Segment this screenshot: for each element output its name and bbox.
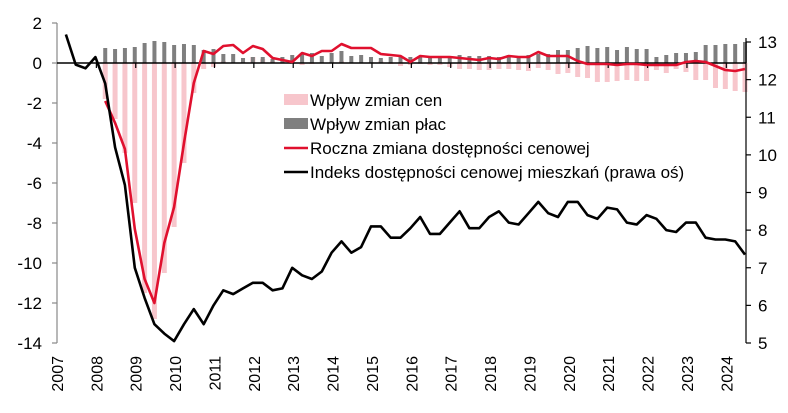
legend-swatch (284, 94, 308, 105)
legend-swatch (284, 118, 308, 129)
left-tick-label: -4 (27, 134, 42, 153)
x-tick-label: 2008 (89, 356, 106, 392)
x-tick-label: 2019 (522, 356, 539, 392)
right-tick-label: 12 (758, 71, 777, 90)
right-tick-label: 6 (758, 296, 767, 315)
left-tick-label: -10 (17, 254, 42, 273)
x-tick-label: 2018 (483, 356, 500, 392)
legend-label: Roczna zmiana dostępności cenowej (310, 139, 590, 158)
x-tick-label: 2012 (247, 356, 264, 392)
left-tick-label: -8 (27, 214, 42, 233)
legend-label: Indeks dostępności cenowej mieszkań (pra… (310, 163, 684, 182)
right-tick-label: 8 (758, 221, 767, 240)
right-tick-label: 10 (758, 146, 777, 165)
x-tick-label: 2013 (286, 356, 303, 392)
left-tick-label: -6 (27, 174, 42, 193)
x-tick-label: 2011 (207, 356, 224, 391)
legend: Wpływ zmian cen Wpływ zmian płac Roczna zm… (284, 91, 684, 182)
right-tick-label: 11 (758, 108, 776, 127)
x-tick-label: 2021 (601, 356, 618, 392)
right-tick-label: 9 (758, 184, 767, 203)
x-tick-label: 2014 (326, 356, 343, 392)
annual-affordability-change-line (104, 42, 746, 305)
left-tick-label: 0 (33, 54, 42, 73)
x-tick-label: 2016 (404, 356, 421, 392)
x-tick-label: 2024 (719, 356, 736, 392)
x-tick-label: 2022 (641, 356, 658, 392)
right-tick-label: 5 (758, 334, 767, 353)
left-tick-label: -12 (17, 294, 42, 313)
x-tick-label: 2009 (129, 356, 146, 392)
right-tick-label: 13 (758, 33, 777, 52)
x-tick-label: 2010 (168, 356, 185, 392)
affordability-index-line (64, 34, 747, 343)
right-tick-label: 7 (758, 259, 767, 278)
x-tick-label: 2007 (50, 356, 67, 392)
x-tick-label: 2015 (365, 356, 382, 392)
legend-label: Wpływ zmian cen (310, 91, 442, 110)
left-tick-label: 2 (33, 14, 42, 33)
x-tick-label: 2020 (562, 356, 579, 392)
x-tick-label: 2023 (680, 356, 697, 392)
legend-label: Wpływ zmian płac (310, 115, 447, 134)
left-tick-label: -14 (17, 334, 42, 353)
x-tick-label: 2017 (444, 356, 461, 392)
left-tick-label: -2 (27, 94, 42, 113)
